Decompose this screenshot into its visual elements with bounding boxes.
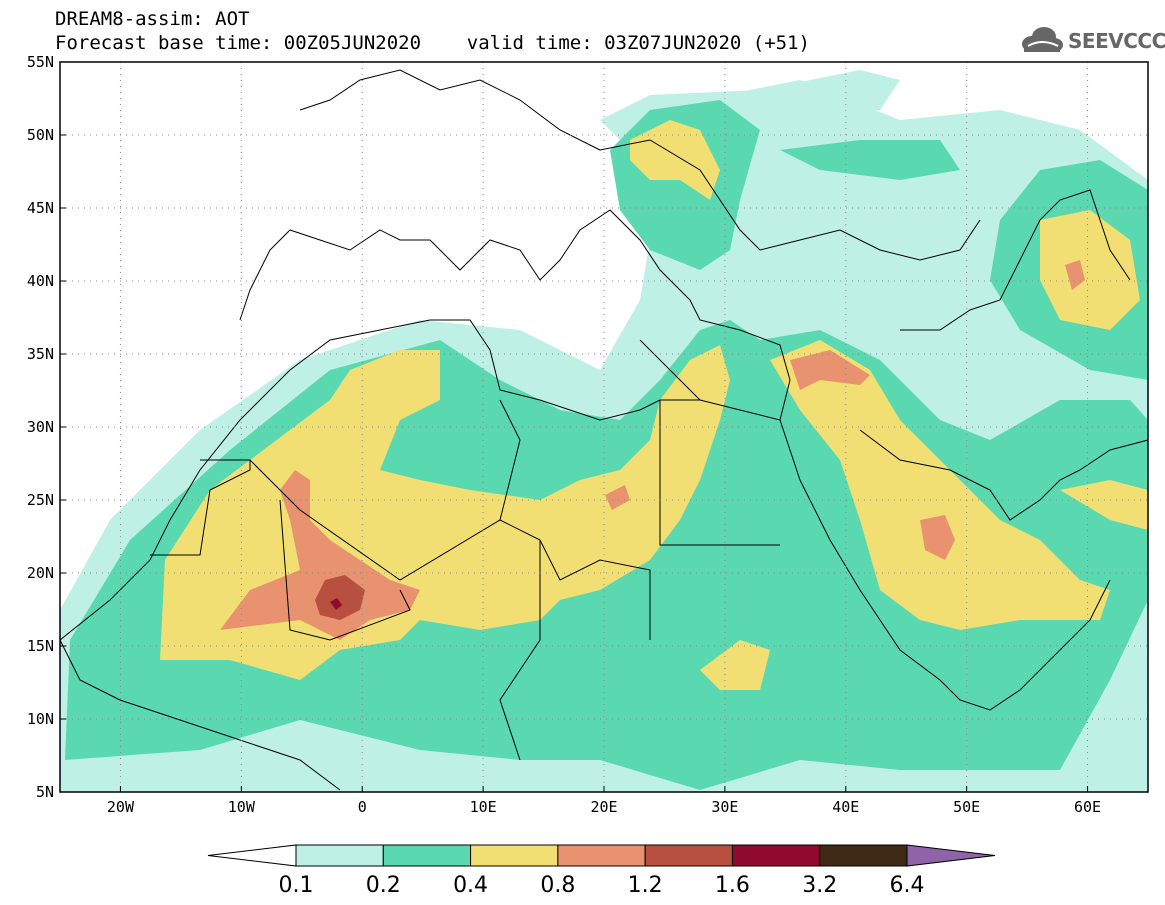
latitude-label: 40N bbox=[27, 272, 54, 290]
colorbar-swatch bbox=[295, 844, 384, 867]
colorbar-swatch bbox=[382, 844, 472, 867]
longitude-labels: 20W 10W 0 10E 20E 30E 40E 50E 60E bbox=[107, 798, 1101, 816]
axis-ticks bbox=[60, 61, 1089, 793]
longitude-label: 0 bbox=[358, 798, 367, 816]
aot-band-0.4 bbox=[1060, 480, 1148, 530]
aot-band-0.4 bbox=[700, 640, 770, 690]
colorbar-over-triangle bbox=[906, 844, 996, 867]
colorbar-label: 0.4 bbox=[453, 873, 488, 898]
colorbar-label: 6.4 bbox=[890, 873, 925, 898]
colorbar-swatch bbox=[470, 844, 559, 867]
cloud-icon bbox=[1022, 27, 1063, 52]
aot-band-0.8 bbox=[220, 470, 420, 640]
longitude-label: 20W bbox=[107, 798, 135, 816]
colorbar-under-triangle bbox=[207, 844, 297, 867]
latitude-label: 5N bbox=[36, 783, 54, 801]
latitude-label: 20N bbox=[27, 564, 54, 582]
latitude-label: 15N bbox=[27, 637, 54, 655]
colorbar-label: 1.2 bbox=[628, 873, 663, 898]
seevccc-logo: SEEVCCC bbox=[1018, 24, 1165, 58]
latitude-label: 25N bbox=[27, 491, 54, 509]
colorbar-label: 1.6 bbox=[715, 873, 750, 898]
lat-lon-grid bbox=[60, 62, 1148, 792]
latitude-label: 50N bbox=[27, 126, 54, 144]
longitude-label: 40E bbox=[832, 798, 859, 816]
aot-band-0.4 bbox=[1040, 210, 1140, 330]
longitude-label: 10W bbox=[228, 798, 256, 816]
aot-band-0.4 bbox=[770, 340, 1110, 630]
longitude-label: 20E bbox=[590, 798, 617, 816]
longitude-label: 30E bbox=[711, 798, 738, 816]
aot-band-1.2 bbox=[315, 575, 365, 620]
latitude-label: 30N bbox=[27, 418, 54, 436]
longitude-label: 10E bbox=[470, 798, 497, 816]
aot-band-0.8 bbox=[920, 515, 955, 560]
colorbar-label: 0.8 bbox=[540, 873, 575, 898]
latitude-label: 35N bbox=[27, 345, 54, 363]
aot-band-0.8 bbox=[605, 485, 630, 510]
colorbar-label: 3.2 bbox=[802, 873, 837, 898]
aot-band-1.6 bbox=[330, 598, 342, 610]
colorbar-swatch bbox=[731, 844, 821, 867]
colorbar-swatch bbox=[644, 844, 733, 867]
longitude-label: 60E bbox=[1074, 798, 1101, 816]
logo-text: SEEVCCC bbox=[1068, 29, 1165, 53]
colorbar-label: 0.2 bbox=[366, 873, 401, 898]
colorbar-label: 0.1 bbox=[279, 873, 314, 898]
latitude-label: 45N bbox=[27, 199, 54, 217]
aot-band-0.8 bbox=[790, 350, 870, 390]
forecast-time-info: Forecast base time: 00Z05JUN2020 valid t… bbox=[55, 32, 810, 54]
latitude-label: 10N bbox=[27, 710, 54, 728]
colorbar-swatch bbox=[557, 844, 646, 867]
map-title: DREAM8-assim: AOT bbox=[55, 8, 250, 30]
latitude-label: 55N bbox=[27, 53, 54, 71]
colorbar-swatch bbox=[819, 844, 908, 867]
latitude-labels: 55N 50N 45N 40N 35N 30N 25N 20N 15N 10N 5N bbox=[27, 53, 54, 801]
aot-band-0.8 bbox=[1065, 260, 1085, 290]
aot-band-0.2 bbox=[780, 140, 960, 180]
longitude-label: 50E bbox=[953, 798, 980, 816]
coastlines bbox=[60, 69, 1148, 791]
aot-band-0.4 bbox=[630, 120, 720, 200]
